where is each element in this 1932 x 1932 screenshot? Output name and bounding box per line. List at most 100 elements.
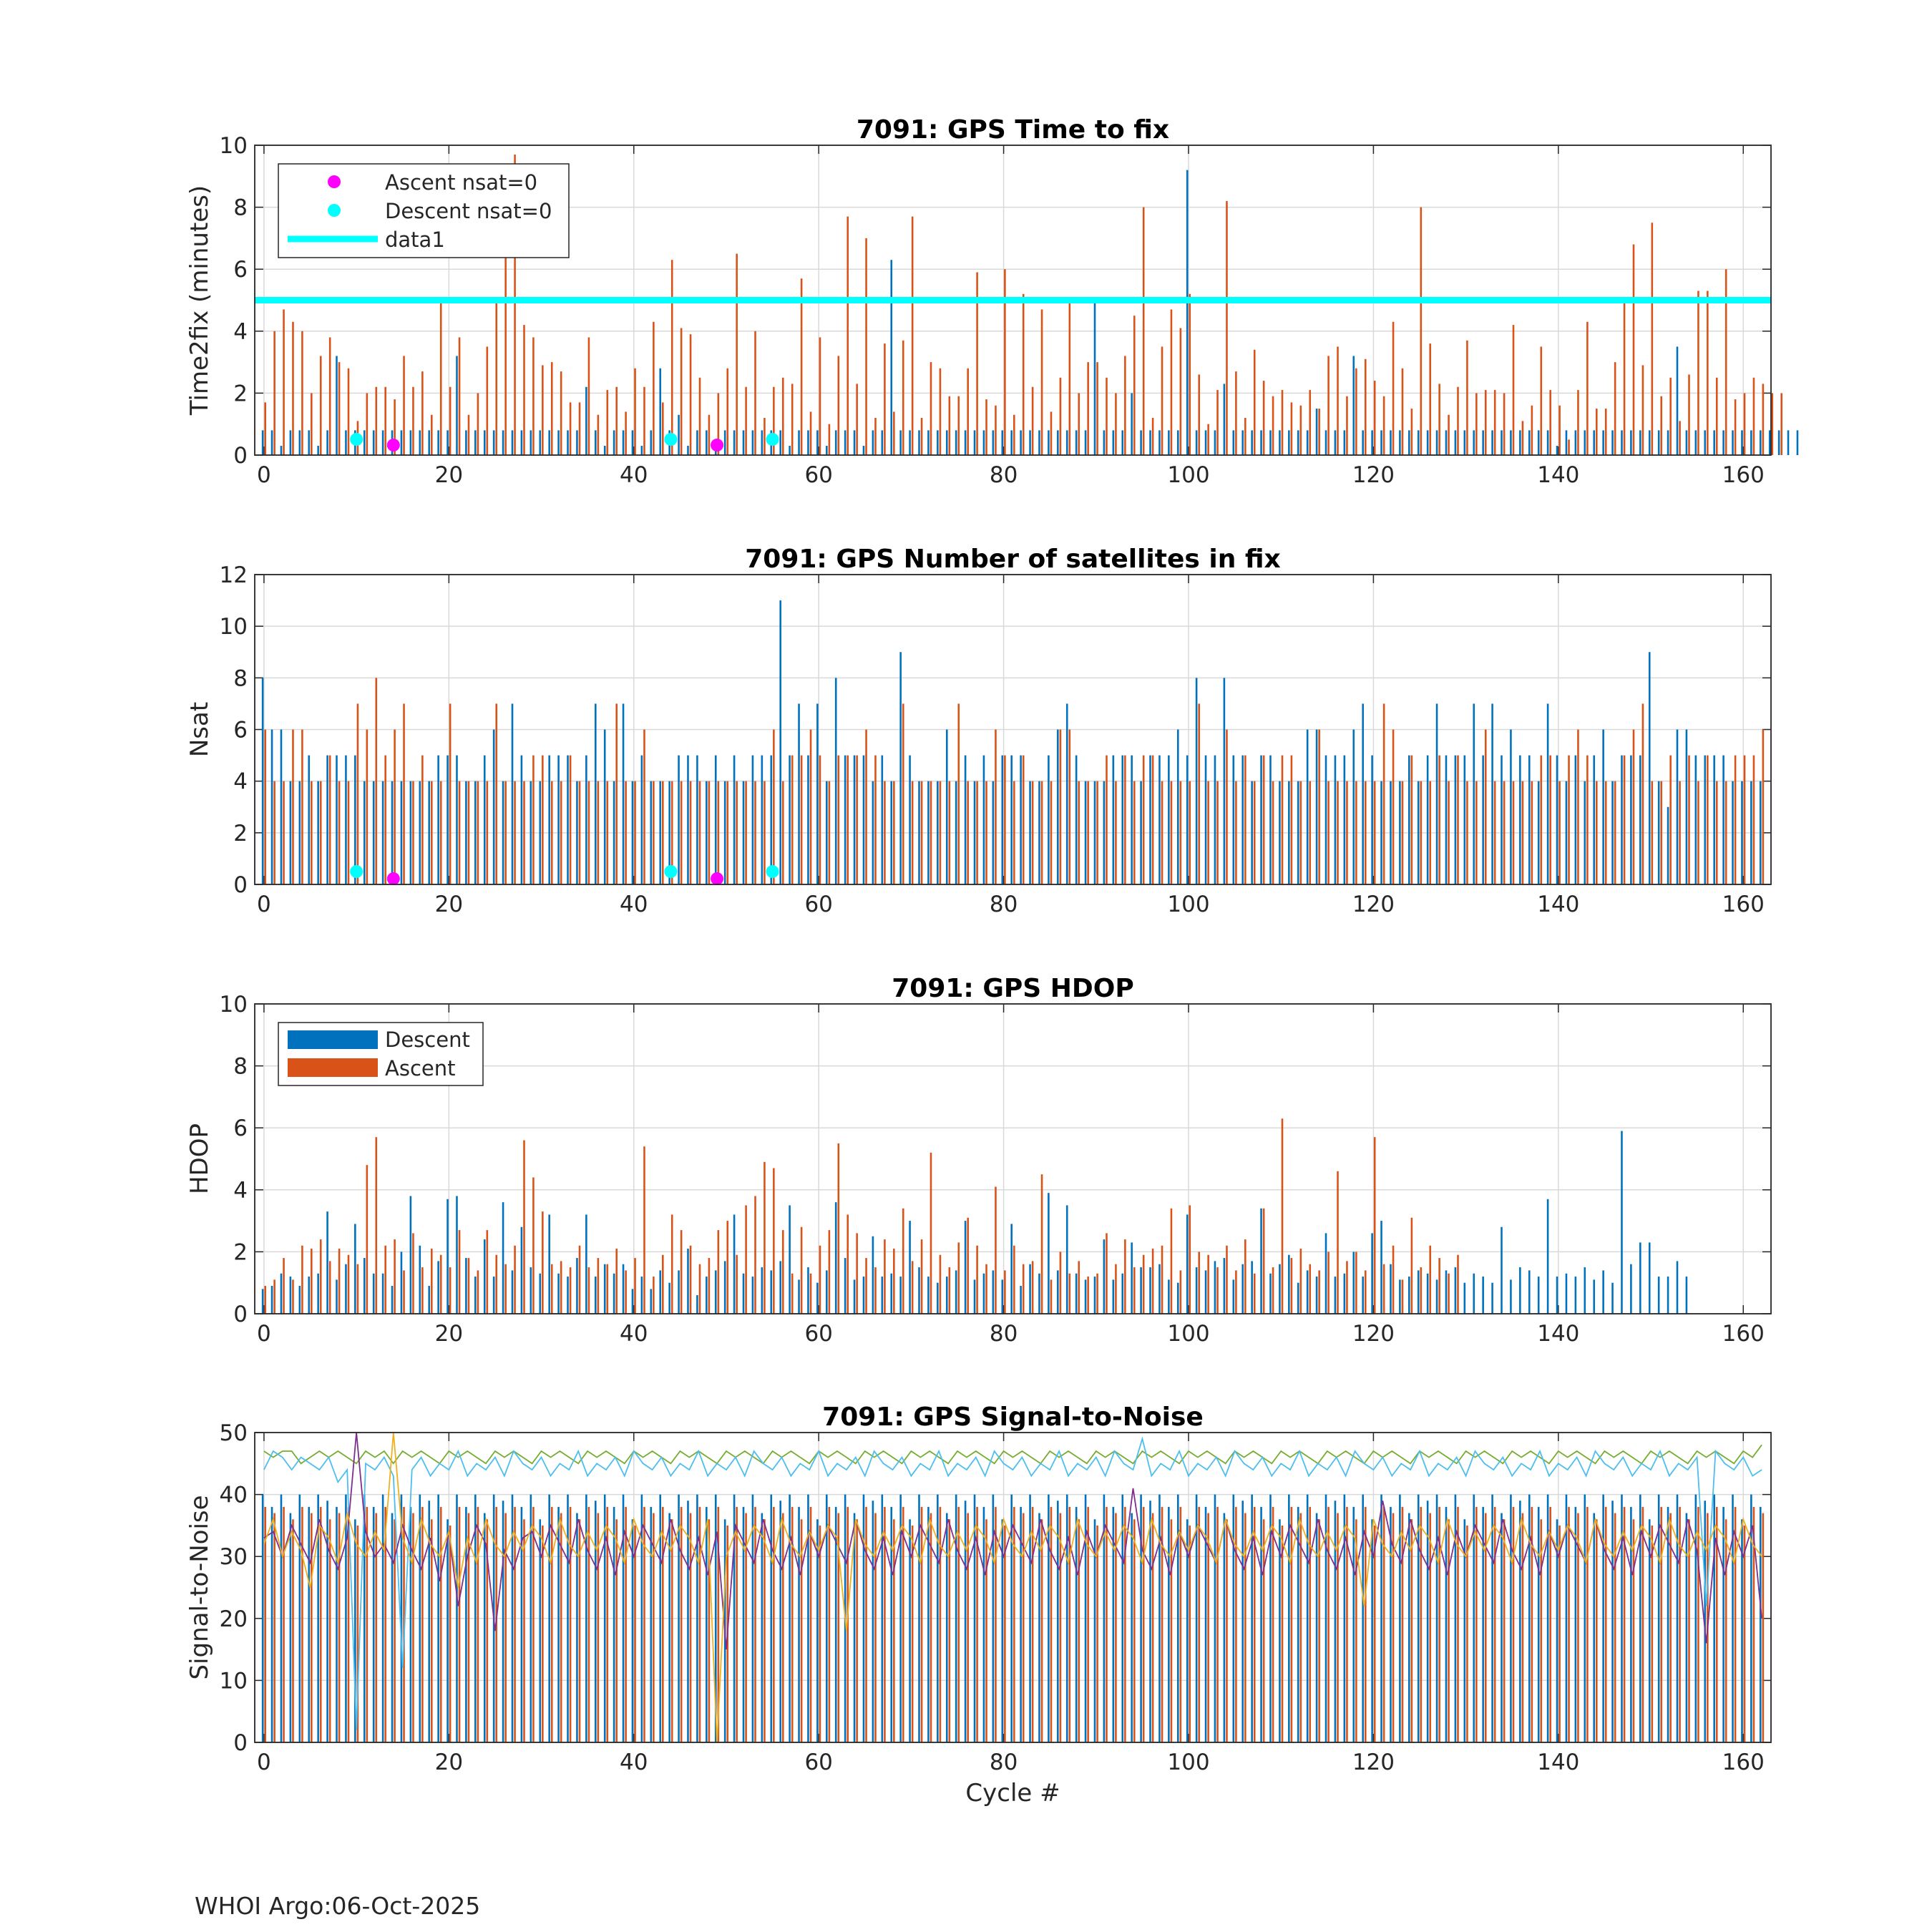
descent-bar bbox=[1112, 430, 1115, 455]
descent-bar bbox=[816, 703, 819, 884]
descent-bar bbox=[409, 1506, 412, 1742]
ascent-bar bbox=[809, 729, 812, 884]
ascent-bar bbox=[1189, 1525, 1191, 1742]
descent-bar bbox=[872, 1236, 874, 1314]
descent-bar bbox=[1020, 1286, 1022, 1314]
descent-bar bbox=[1445, 1270, 1448, 1314]
ascent-bar bbox=[338, 781, 341, 884]
ascent-bar bbox=[809, 1273, 812, 1314]
descent-bar bbox=[659, 1494, 662, 1742]
ascent-bar bbox=[809, 1506, 812, 1742]
descent-bar bbox=[1297, 781, 1299, 884]
ascent-bar bbox=[328, 337, 331, 455]
descent-bar bbox=[872, 781, 874, 884]
x-tick-label: 100 bbox=[1167, 1321, 1209, 1347]
descent-bar bbox=[1001, 1519, 1004, 1742]
descent-bar bbox=[1186, 1214, 1189, 1314]
ascent-bar bbox=[550, 781, 553, 884]
ascent-bar bbox=[439, 300, 442, 455]
ascent-bar bbox=[698, 377, 701, 455]
ascent-bar bbox=[1392, 729, 1395, 884]
ascent-bar bbox=[1161, 346, 1163, 455]
x-tick-label: 120 bbox=[1352, 1750, 1395, 1775]
ascent-bar bbox=[1151, 418, 1154, 455]
ascent-bar bbox=[1355, 781, 1357, 884]
ascent-bar bbox=[717, 1230, 720, 1314]
descent-bar bbox=[1093, 1519, 1096, 1742]
ascent-bar bbox=[930, 1152, 932, 1314]
ascent-bar bbox=[550, 1506, 553, 1742]
descent-bar bbox=[973, 1494, 976, 1742]
descent-bar bbox=[1408, 755, 1410, 884]
ascent-bar bbox=[1604, 1506, 1607, 1742]
ascent-bar bbox=[1577, 1513, 1579, 1742]
ascent-bar bbox=[1568, 1506, 1570, 1742]
ascent-bar bbox=[893, 1249, 895, 1314]
y-tick-label: 4 bbox=[233, 769, 248, 795]
ascent-bar bbox=[1106, 1506, 1108, 1742]
descent-bar bbox=[631, 1289, 634, 1314]
descent-bar bbox=[1602, 1494, 1604, 1742]
descent-bar bbox=[1491, 703, 1493, 884]
ascent-bar bbox=[1512, 325, 1515, 455]
ascent-bar bbox=[1253, 781, 1256, 884]
ascent-bar bbox=[1170, 781, 1173, 884]
ascent-bar bbox=[1115, 393, 1117, 455]
ascent-bar bbox=[1031, 386, 1034, 455]
descent-bar bbox=[992, 1270, 995, 1314]
descent-bar bbox=[1390, 1264, 1392, 1314]
descent-bar bbox=[1158, 755, 1161, 884]
ascent-bar bbox=[1466, 340, 1468, 455]
ascent-bar bbox=[948, 1267, 951, 1314]
ascent-bar bbox=[1281, 755, 1284, 884]
descent-bar bbox=[1546, 1494, 1549, 1742]
descent-bar bbox=[372, 1506, 375, 1742]
ascent-bar bbox=[597, 414, 600, 455]
ascent-bar bbox=[1226, 200, 1228, 455]
descent-bar bbox=[1390, 781, 1392, 884]
ascent-bar bbox=[1410, 1519, 1413, 1742]
y-axis-label: HDOP bbox=[185, 1123, 214, 1194]
legend: Descent Ascent bbox=[278, 1022, 484, 1086]
descent-bar bbox=[1630, 1506, 1632, 1742]
ascent-bar bbox=[1087, 1506, 1089, 1742]
ascent-bar bbox=[670, 260, 673, 455]
descent-bar bbox=[955, 1270, 957, 1314]
descent-bar bbox=[1352, 1506, 1355, 1742]
descent-bar bbox=[816, 430, 819, 455]
ascent-bar bbox=[1272, 781, 1274, 884]
ascent-bar bbox=[1623, 300, 1626, 455]
descent-bar bbox=[1103, 781, 1106, 884]
ascent-bar bbox=[1290, 402, 1293, 455]
axes-frame bbox=[254, 574, 1772, 885]
ascent-bar bbox=[1198, 374, 1200, 455]
x-tick-label: 20 bbox=[435, 1321, 463, 1347]
ascent-bar bbox=[1013, 1506, 1015, 1742]
ascent-bar bbox=[1521, 421, 1524, 455]
descent-bar bbox=[502, 1501, 504, 1742]
descent-bar bbox=[1065, 430, 1068, 455]
descent-bar bbox=[844, 430, 847, 455]
ascent-bar bbox=[1429, 343, 1432, 455]
descent-bar bbox=[465, 1258, 467, 1314]
y-axis-label: Nsat bbox=[185, 702, 214, 757]
ascent-bar bbox=[486, 346, 489, 455]
descent-bar bbox=[585, 386, 587, 455]
descent-bar bbox=[1528, 1494, 1531, 1742]
descent-bar bbox=[973, 781, 976, 884]
ascent-bar bbox=[1151, 755, 1154, 884]
descent-bar bbox=[594, 703, 597, 884]
descent-bar bbox=[345, 1494, 347, 1742]
ascent-bar bbox=[1040, 1519, 1043, 1742]
y-tick-label: 4 bbox=[233, 1178, 248, 1204]
descent-bar bbox=[733, 1214, 736, 1314]
descent-bar bbox=[1657, 781, 1660, 884]
ascent-bar bbox=[680, 1230, 683, 1314]
y-tick-label: 0 bbox=[233, 872, 248, 898]
descent-bar bbox=[1065, 1205, 1068, 1314]
descent-bar bbox=[687, 1501, 689, 1742]
ascent-bar bbox=[430, 1249, 433, 1314]
descent-bar bbox=[1204, 755, 1207, 884]
descent-bar bbox=[1279, 1264, 1281, 1314]
descent-bar bbox=[456, 755, 458, 884]
